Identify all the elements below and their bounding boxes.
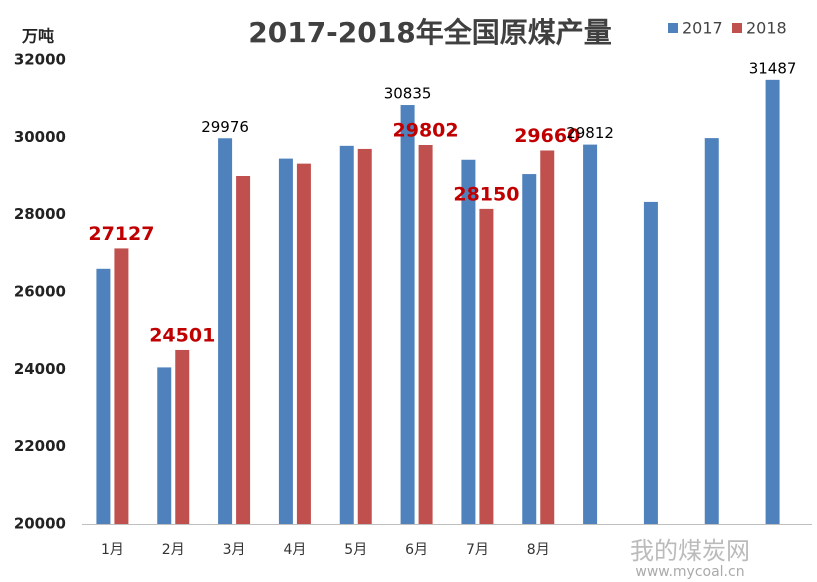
data-label: 29802	[393, 119, 459, 141]
bar	[218, 138, 233, 524]
y-tick-label: 20000	[14, 515, 66, 533]
watermark-name: 我的煤炭网	[630, 537, 750, 565]
bar	[278, 158, 293, 524]
y-tick-label: 28000	[14, 205, 66, 223]
y-tick-label: 32000	[14, 51, 66, 69]
data-label: 24501	[149, 324, 215, 346]
bar	[461, 159, 476, 524]
data-label: 29660	[514, 125, 580, 147]
bar	[704, 138, 719, 524]
bar	[114, 248, 129, 524]
data-label: 29976	[201, 118, 249, 136]
legend-swatch	[668, 23, 678, 33]
bar	[96, 268, 111, 524]
bar	[418, 144, 433, 525]
legend-label: 2018	[746, 19, 787, 38]
y-tick-label: 24000	[14, 360, 66, 378]
bar	[236, 176, 251, 524]
x-tick-label: 3月	[223, 542, 246, 558]
legend-label: 2017	[682, 19, 723, 38]
data-label: 27127	[88, 223, 154, 245]
x-tick-label: 4月	[283, 542, 306, 558]
data-label: 28150	[453, 183, 519, 205]
y-tick-label: 22000	[14, 437, 66, 455]
y-axis-label: 万吨	[21, 27, 54, 46]
y-tick-label: 26000	[14, 283, 66, 301]
x-tick-label: 7月	[466, 542, 489, 558]
bar	[175, 349, 190, 524]
bar	[400, 105, 415, 525]
x-tick-label: 2月	[162, 542, 185, 558]
x-tick-label: 5月	[344, 542, 367, 558]
bar	[339, 145, 354, 524]
x-tick-label: 1月	[101, 542, 124, 558]
x-tick-label: 8月	[527, 542, 550, 558]
data-label: 31487	[749, 59, 797, 77]
bar	[540, 150, 555, 525]
bar	[479, 208, 494, 524]
data-label: 30835	[384, 85, 432, 103]
bar	[583, 144, 598, 524]
watermark-url: www.mycoal.cn	[635, 564, 744, 580]
x-tick-label: 6月	[405, 542, 428, 558]
bar	[296, 163, 311, 525]
y-tick-label: 30000	[14, 128, 66, 146]
legend-swatch	[732, 23, 742, 33]
bar	[157, 367, 172, 524]
bar	[357, 148, 372, 524]
bar	[765, 79, 780, 524]
bar	[522, 174, 537, 525]
chart-title: 2017-2018年全国原煤产量	[248, 16, 611, 49]
data-label: 29812	[566, 124, 614, 142]
bar	[643, 201, 658, 524]
